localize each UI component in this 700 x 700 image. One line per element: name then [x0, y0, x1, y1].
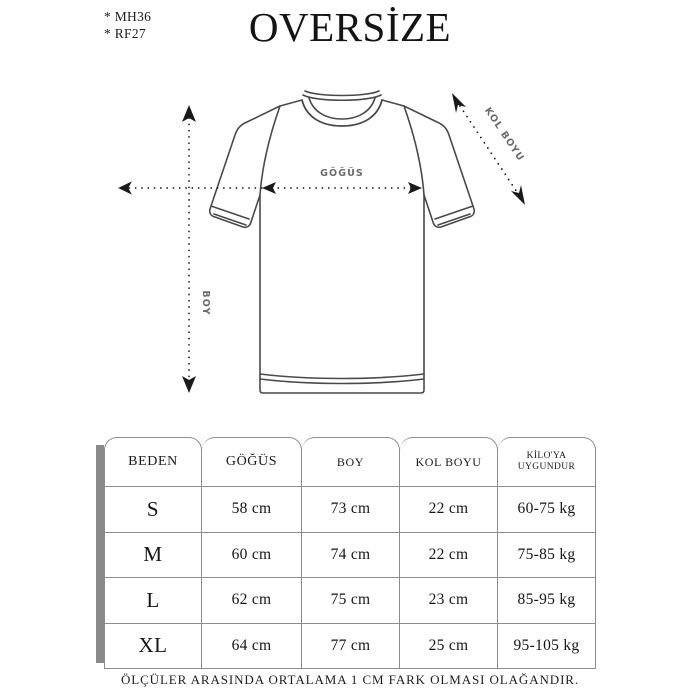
cell-kol-boyu: 22 cm: [400, 487, 498, 533]
cell-beden: L: [104, 578, 202, 624]
cell-kilo: 60-75 kg: [498, 487, 596, 533]
table-row: M 60 cm 74 cm 22 cm 75-85 kg: [104, 532, 596, 578]
cell-beden: XL: [104, 623, 202, 669]
tshirt-measurement-diagram: GÖĞÜS BOY KOL BOYU: [0, 78, 700, 423]
table-row: XL 64 cm 77 cm 25 cm 95-105 kg: [104, 623, 596, 669]
column-header-beden: BEDEN: [104, 437, 202, 487]
cell-gogus: 60 cm: [202, 532, 302, 578]
product-codes: * MH36 * RF27: [104, 9, 152, 41]
cell-beden: M: [104, 532, 202, 578]
footer-note: ÖLÇÜLER ARASINDA ORTALAMA 1 CM FARK OLMA…: [120, 672, 580, 687]
cell-kilo: 95-105 kg: [498, 623, 596, 669]
cell-beden: S: [104, 487, 202, 533]
table-header-row: BEDEN GÖĞÜS BOY KOL BOYU KİLO'YA UYGUNDU…: [104, 437, 596, 487]
tshirt-outline: [208, 90, 476, 394]
table-shadow-strip: [96, 445, 105, 663]
chest-measure-label: GÖĞÜS: [320, 167, 364, 179]
column-header-boy: BOY: [302, 437, 400, 487]
cell-kol-boyu: 25 cm: [400, 623, 498, 669]
cell-gogus: 64 cm: [202, 623, 302, 669]
size-table: BEDEN GÖĞÜS BOY KOL BOYU KİLO'YA UYGUNDU…: [104, 437, 596, 669]
cell-kol-boyu: 23 cm: [400, 578, 498, 624]
length-measure-arrow: BOY: [182, 105, 211, 393]
cell-kilo: 75-85 kg: [498, 532, 596, 578]
cell-boy: 74 cm: [302, 532, 400, 578]
kilo-header-line2: UYGUNDUR: [517, 462, 576, 472]
cell-gogus: 58 cm: [202, 487, 302, 533]
sleeve-measure-arrow: KOL BOYU: [452, 93, 526, 205]
length-measure-label: BOY: [200, 290, 211, 315]
chest-measure-arrow: GÖĞÜS: [118, 167, 422, 195]
column-header-kilo: KİLO'YA UYGUNDUR: [498, 437, 596, 487]
column-header-kol-boyu: KOL BOYU: [400, 437, 498, 487]
kilo-header-line1: KİLO'YA: [526, 450, 567, 461]
table-row: S 58 cm 73 cm 22 cm 60-75 kg: [104, 487, 596, 533]
cell-kol-boyu: 22 cm: [400, 532, 498, 578]
cell-kilo: 85-95 kg: [498, 578, 596, 624]
cell-boy: 77 cm: [302, 623, 400, 669]
column-header-gogus: GÖĞÜS: [202, 437, 302, 487]
cell-boy: 73 cm: [302, 487, 400, 533]
cell-gogus: 62 cm: [202, 578, 302, 624]
table-row: L 62 cm 75 cm 23 cm 85-95 kg: [104, 578, 596, 624]
size-chart: BEDEN GÖĞÜS BOY KOL BOYU KİLO'YA UYGUNDU…: [96, 437, 604, 669]
cell-boy: 75 cm: [302, 578, 400, 624]
page-title: OVERSİZE: [248, 4, 452, 50]
sleeve-measure-label: KOL BOYU: [482, 106, 526, 164]
